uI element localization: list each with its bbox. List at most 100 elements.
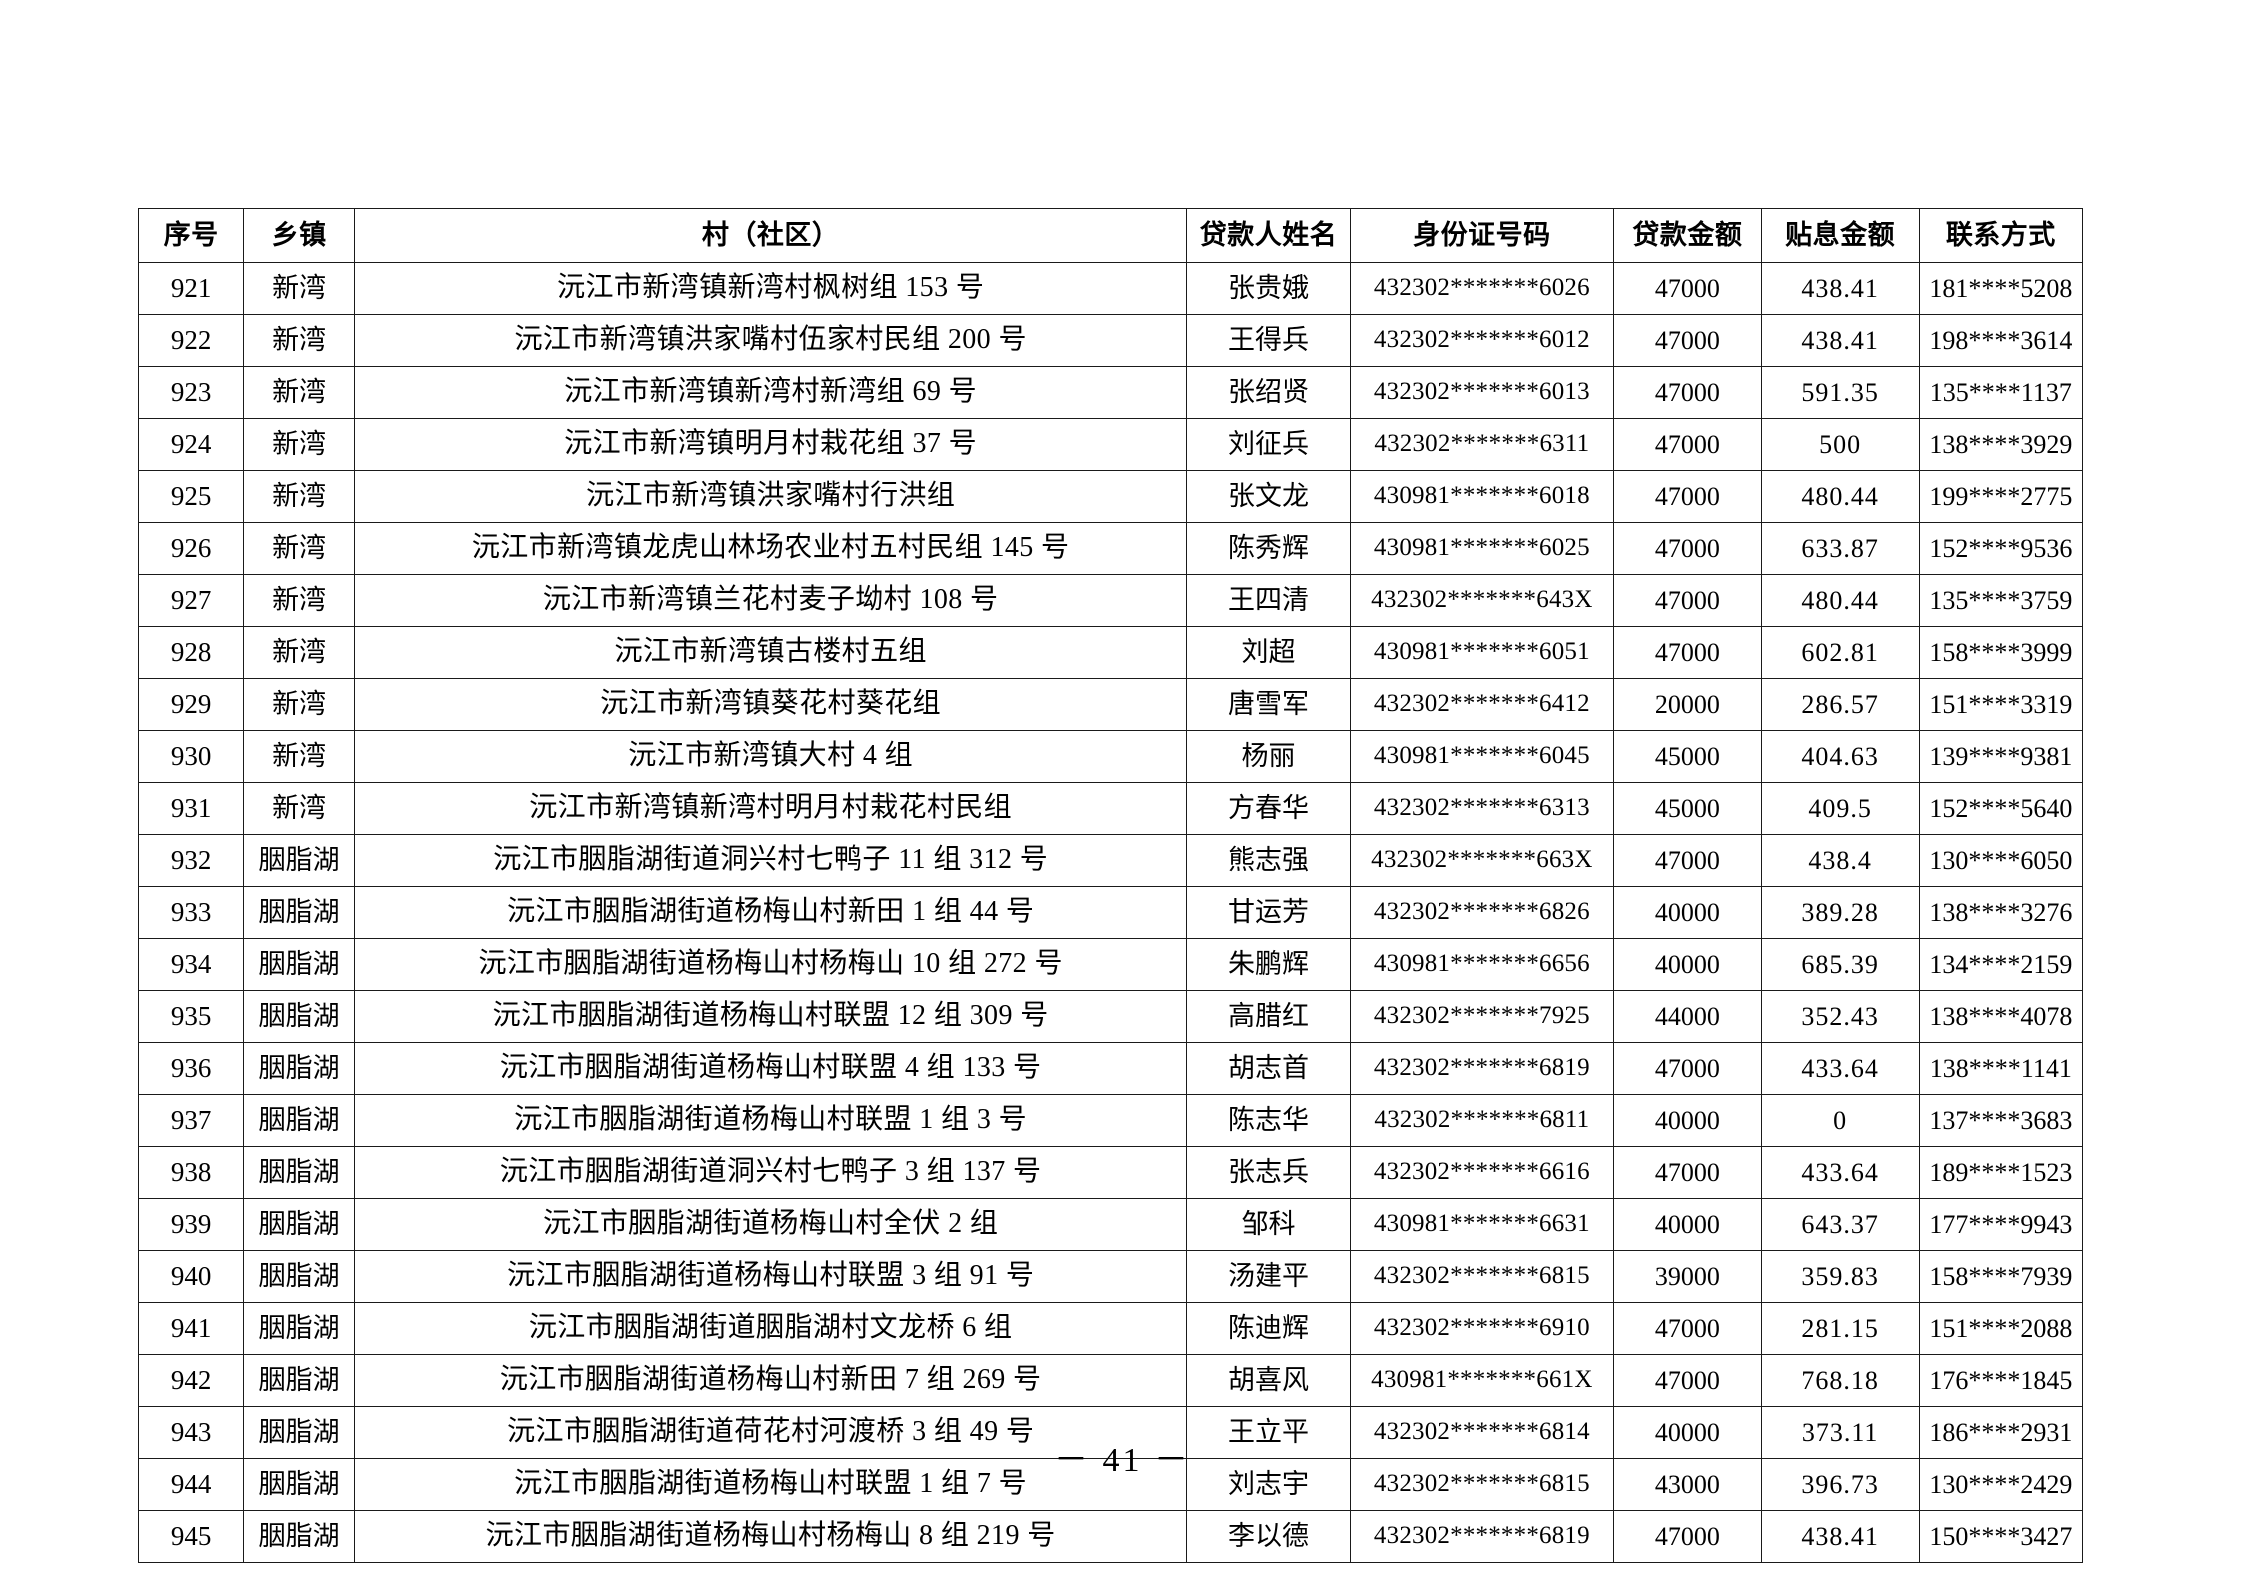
table-row: 926 新湾 沅江市新湾镇龙虎山林场农业村五村民组 145 号陈秀辉 430981**…: [137, 522, 2084, 575]
cell-town: 新湾: [243, 418, 355, 471]
cell-subsidy-amount: 438.41: [1760, 314, 1920, 367]
cell-sequence-number: 939: [137, 1198, 245, 1251]
cell-borrower-name: 邹科: [1186, 1198, 1351, 1251]
cell-loan-amount: 47000: [1613, 522, 1762, 575]
cell-loan-amount: 47000: [1613, 1302, 1762, 1355]
cell-sequence-number: 931: [137, 782, 245, 835]
cell-borrower-name: 甘运芳: [1186, 886, 1351, 939]
table-row: 939 胭脂湖 沅江市胭脂湖街道杨梅山村全伏 2 组邹科 430981*******6…: [137, 1198, 2084, 1251]
cell-sequence-number: 932: [137, 834, 245, 887]
cell-contact: 137****3683: [1918, 1094, 2084, 1147]
cell-town: 胭脂湖: [243, 886, 355, 939]
cell-borrower-name: 张文龙: [1186, 470, 1351, 523]
cell-contact: 134****2159: [1918, 938, 2084, 991]
column-header-borrower-name: 贷款人姓名: [1186, 208, 1351, 263]
table-row: 922 新湾 沅江市新湾镇洪家嘴村伍家村民组 200 号王得兵 432302*****…: [137, 314, 2084, 367]
cell-contact: 138****3929: [1918, 418, 2084, 471]
cell-village: 沅江市新湾镇葵花村葵花组: [353, 678, 1188, 731]
cell-contact: 139****9381: [1918, 730, 2084, 783]
cell-town: 胭脂湖: [243, 990, 355, 1043]
cell-borrower-name: 刘志宇: [1186, 1458, 1351, 1511]
cell-village: 沅江市胭脂湖街道洞兴村七鸭子 11 组 312 号: [353, 834, 1188, 887]
cell-id-number: 432302*******663X: [1349, 834, 1615, 887]
cell-subsidy-amount: 633.87: [1760, 522, 1920, 575]
cell-village: 沅江市新湾镇新湾村新湾组 69 号: [353, 366, 1188, 419]
cell-contact: 135****1137: [1918, 366, 2084, 419]
cell-village: 沅江市胭脂湖街道杨梅山村新田 7 组 269 号: [353, 1354, 1188, 1407]
table-row: 928 新湾 沅江市新湾镇古楼村五组 刘超 430981*******6051 47000…: [137, 626, 2084, 679]
cell-sequence-number: 936: [137, 1042, 245, 1095]
column-header-id-number: 身份证号码: [1349, 208, 1615, 263]
cell-borrower-name: 方春华: [1186, 782, 1351, 835]
cell-sequence-number: 922: [137, 314, 245, 367]
cell-subsidy-amount: 500: [1760, 418, 1920, 471]
cell-loan-amount: 47000: [1613, 314, 1762, 367]
cell-id-number: 430981*******6051: [1349, 626, 1615, 679]
cell-contact: 135****3759: [1918, 574, 2084, 627]
cell-loan-amount: 47000: [1613, 834, 1762, 887]
cell-subsidy-amount: 602.81: [1760, 626, 1920, 679]
cell-town: 胭脂湖: [243, 1250, 355, 1303]
cell-village: 沅江市胭脂湖街道荷花村河渡桥 3 组 49 号: [353, 1406, 1188, 1459]
cell-loan-amount: 45000: [1613, 730, 1762, 783]
cell-id-number: 432302*******6811: [1349, 1094, 1615, 1147]
column-header-contact: 联系方式: [1918, 208, 2084, 263]
cell-subsidy-amount: 438.4: [1760, 834, 1920, 887]
cell-subsidy-amount: 0: [1760, 1094, 1920, 1147]
table-row: 924 新湾 沅江市新湾镇明月村栽花组 37 号刘征兵 432302*******63…: [137, 418, 2084, 471]
cell-id-number: 432302*******6013: [1349, 366, 1615, 419]
cell-village: 沅江市胭脂湖街道杨梅山村联盟 12 组 309 号: [353, 990, 1188, 1043]
cell-town: 胭脂湖: [243, 1094, 355, 1147]
table-row: 925 新湾 沅江市新湾镇洪家嘴村行洪组 张文龙 430981*******6018 47…: [137, 470, 2084, 523]
cell-borrower-name: 胡志首: [1186, 1042, 1351, 1095]
table-row: 927 新湾 沅江市新湾镇兰花村麦子坳村 108 号王四清 432302*******…: [137, 574, 2084, 627]
cell-contact: 199****2775: [1918, 470, 2084, 523]
cell-id-number: 432302*******6910: [1349, 1302, 1615, 1355]
cell-borrower-name: 王四清: [1186, 574, 1351, 627]
cell-village: 沅江市胭脂湖街道洞兴村七鸭子 3 组 137 号: [353, 1146, 1188, 1199]
cell-contact: 138****3276: [1918, 886, 2084, 939]
cell-id-number: 430981*******6656: [1349, 938, 1615, 991]
cell-borrower-name: 杨丽: [1186, 730, 1351, 783]
table-row: 944 胭脂湖 沅江市胭脂湖街道杨梅山村联盟 1 组 7 号刘志宇 432302***…: [137, 1458, 2084, 1511]
cell-village: 沅江市新湾镇洪家嘴村伍家村民组 200 号: [353, 314, 1188, 367]
cell-town: 胭脂湖: [243, 1198, 355, 1251]
cell-borrower-name: 刘超: [1186, 626, 1351, 679]
cell-village: 沅江市胭脂湖街道杨梅山村联盟 4 组 133 号: [353, 1042, 1188, 1095]
column-header-village: 村（社区）: [353, 208, 1188, 263]
cell-loan-amount: 40000: [1613, 1094, 1762, 1147]
cell-contact: 158****3999: [1918, 626, 2084, 679]
cell-sequence-number: 923: [137, 366, 245, 419]
cell-contact: 189****1523: [1918, 1146, 2084, 1199]
cell-town: 新湾: [243, 574, 355, 627]
table-row: 936 胭脂湖 沅江市胭脂湖街道杨梅山村联盟 4 组 133 号胡志首 432302*…: [137, 1042, 2084, 1095]
cell-village: 沅江市新湾镇兰花村麦子坳村 108 号: [353, 574, 1188, 627]
cell-village: 沅江市胭脂湖街道杨梅山村联盟 3 组 91 号: [353, 1250, 1188, 1303]
table-row: 941 胭脂湖 沅江市胭脂湖街道胭脂湖村文龙桥 6 组陈迪辉 432302******…: [137, 1302, 2084, 1355]
cell-subsidy-amount: 685.39: [1760, 938, 1920, 991]
cell-loan-amount: 47000: [1613, 626, 1762, 679]
cell-village: 沅江市胭脂湖街道杨梅山村联盟 1 组 3 号: [353, 1094, 1188, 1147]
cell-borrower-name: 张贵娥: [1186, 262, 1351, 315]
cell-id-number: 430981*******661X: [1349, 1354, 1615, 1407]
table-row: 937 胭脂湖 沅江市胭脂湖街道杨梅山村联盟 1 组 3 号陈志华 432302***…: [137, 1094, 2084, 1147]
cell-sequence-number: 938: [137, 1146, 245, 1199]
table-row: 934 胭脂湖 沅江市胭脂湖街道杨梅山村杨梅山 10 组 272 号朱鹏辉 43098…: [137, 938, 2084, 991]
cell-sequence-number: 930: [137, 730, 245, 783]
cell-contact: 151****3319: [1918, 678, 2084, 731]
cell-loan-amount: 40000: [1613, 886, 1762, 939]
cell-subsidy-amount: 359.83: [1760, 1250, 1920, 1303]
cell-loan-amount: 47000: [1613, 1510, 1762, 1563]
cell-sequence-number: 927: [137, 574, 245, 627]
cell-borrower-name: 张志兵: [1186, 1146, 1351, 1199]
cell-town: 胭脂湖: [243, 1302, 355, 1355]
table-row: 938 胭脂湖 沅江市胭脂湖街道洞兴村七鸭子 3 组 137 号张志兵 432302*…: [137, 1146, 2084, 1199]
page-number-footer: － 41 －: [1054, 1442, 1191, 1479]
cell-town: 胭脂湖: [243, 1458, 355, 1511]
column-header-town: 乡镇: [243, 208, 355, 263]
cell-subsidy-amount: 480.44: [1760, 574, 1920, 627]
cell-loan-amount: 44000: [1613, 990, 1762, 1043]
cell-loan-amount: 40000: [1613, 1406, 1762, 1459]
table-row: 921 新湾 沅江市新湾镇新湾村枫树组 153 号张贵娥 432302*******6…: [137, 262, 2084, 315]
